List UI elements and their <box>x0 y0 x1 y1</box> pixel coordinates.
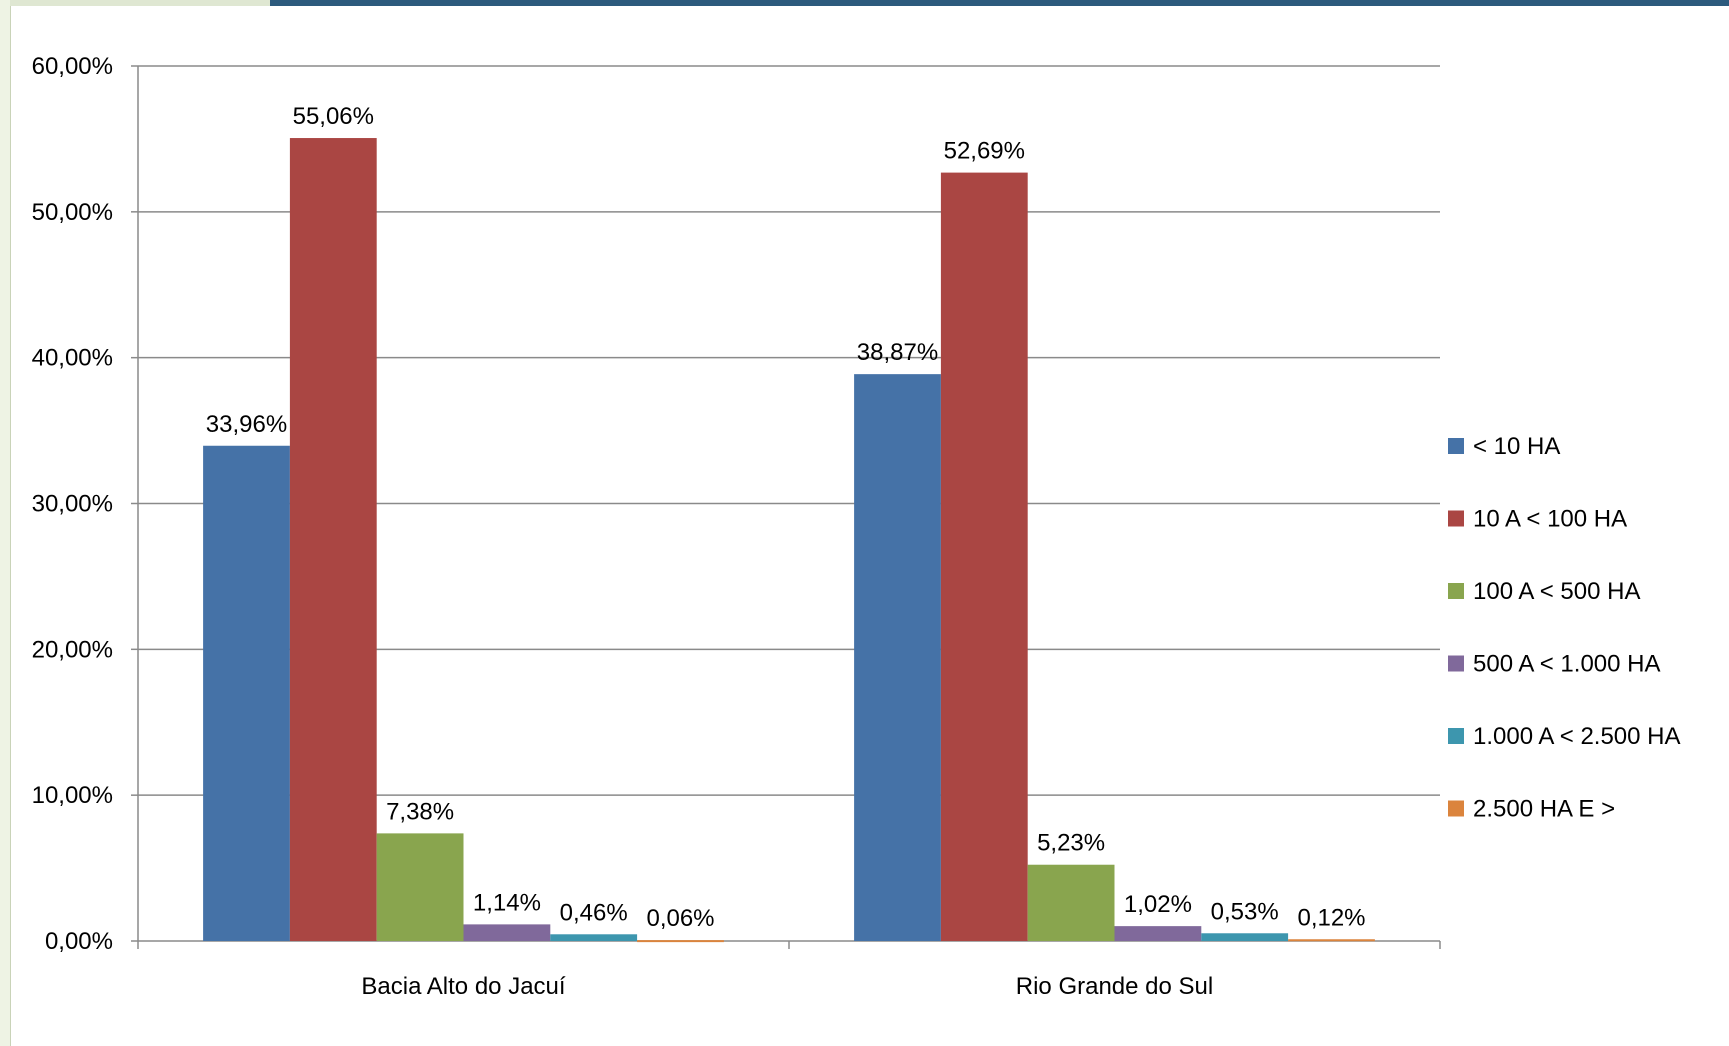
data-label: 38,87% <box>857 339 938 366</box>
data-labels: 33,96% 55,06% 7,38% 1,14% 0,46% 0,06% 38,87% 52… <box>206 103 1366 932</box>
data-label: 5,23% <box>1037 830 1105 857</box>
category-label: Bacia Alto do Jacuí <box>361 973 565 1000</box>
bar <box>289 138 377 941</box>
bar <box>1027 864 1115 941</box>
legend-label: 10 A < 100 HA <box>1473 506 1627 533</box>
left-edge-decoration <box>0 0 11 1046</box>
bar <box>376 833 464 941</box>
y-tick-label: 40,00% <box>32 345 113 372</box>
legend-label: 500 A < 1.000 HA <box>1473 651 1661 678</box>
data-label: 0,06% <box>646 905 714 932</box>
legend-swatch <box>1448 583 1464 599</box>
legend-label: < 10 HA <box>1473 433 1560 460</box>
bar <box>1114 926 1202 941</box>
top-bar-left-decoration <box>10 0 270 6</box>
data-label: 0,53% <box>1211 898 1279 925</box>
data-label: 0,46% <box>560 899 628 926</box>
y-tick-label: 60,00% <box>32 53 113 80</box>
data-label: 52,69% <box>944 138 1025 165</box>
y-tick-label: 10,00% <box>32 782 113 809</box>
legend-label: 2.500 HA E > <box>1473 796 1615 823</box>
legend-swatch <box>1448 510 1464 527</box>
legend-swatch <box>1448 438 1464 454</box>
bar <box>637 940 724 943</box>
y-tick-label: 20,00% <box>32 636 113 663</box>
bar <box>940 172 1028 941</box>
data-label: 7,38% <box>386 798 454 825</box>
y-tick-label: 50,00% <box>32 199 113 226</box>
bars <box>203 138 1375 943</box>
legend-label: 100 A < 500 HA <box>1473 578 1640 605</box>
legend-label: 1.000 A < 2.500 HA <box>1473 723 1681 750</box>
bar <box>203 445 290 941</box>
y-axis-tick-labels: 0,00% 10,00% 20,00% 30,00% 40,00% 50,00% 60,00… <box>32 53 113 955</box>
data-label: 1,02% <box>1124 891 1192 918</box>
data-label: 55,06% <box>293 103 374 130</box>
legend-swatch <box>1448 655 1464 672</box>
legend-swatch <box>1448 728 1464 744</box>
bar <box>550 934 638 941</box>
bar <box>1201 933 1289 941</box>
legend: < 10 HA 10 A < 100 HA 100 A < 500 HA 500 A … <box>1448 433 1681 823</box>
data-label: 1,14% <box>473 889 541 916</box>
bar <box>854 374 941 941</box>
legend-swatch <box>1448 800 1464 817</box>
bar <box>463 924 551 941</box>
category-labels: Bacia Alto do Jacuí Rio Grande do Sul <box>361 973 1213 1000</box>
data-label: 33,96% <box>206 411 287 438</box>
category-label: Rio Grande do Sul <box>1016 973 1213 1000</box>
y-tick-label: 30,00% <box>32 491 113 518</box>
bar <box>1288 939 1375 942</box>
y-tick-label: 0,00% <box>45 928 113 955</box>
top-bar-decoration <box>270 0 1729 6</box>
data-label: 0,12% <box>1297 904 1365 931</box>
